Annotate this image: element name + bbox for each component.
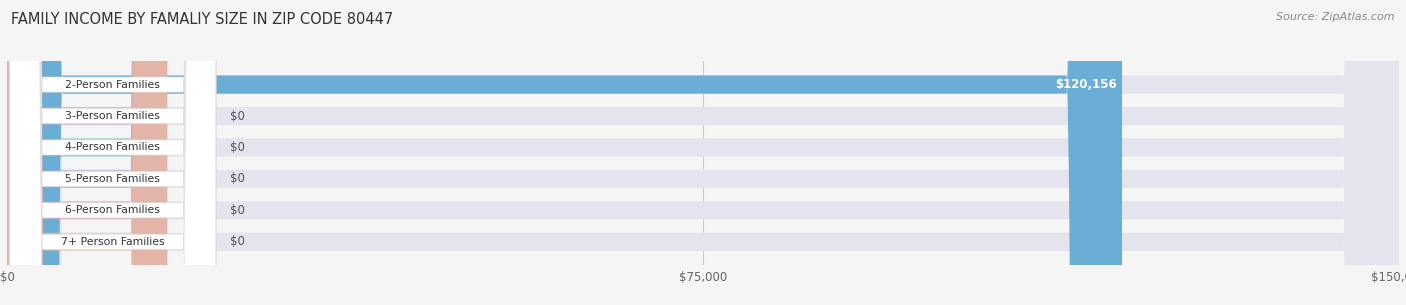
FancyBboxPatch shape	[7, 0, 1399, 305]
FancyBboxPatch shape	[10, 0, 217, 305]
Text: FAMILY INCOME BY FAMALIY SIZE IN ZIP CODE 80447: FAMILY INCOME BY FAMALIY SIZE IN ZIP COD…	[11, 12, 394, 27]
FancyBboxPatch shape	[7, 0, 1399, 305]
Text: $0: $0	[229, 109, 245, 123]
FancyBboxPatch shape	[7, 0, 167, 305]
Text: Source: ZipAtlas.com: Source: ZipAtlas.com	[1277, 12, 1395, 22]
Text: $0: $0	[229, 204, 245, 217]
FancyBboxPatch shape	[7, 0, 167, 305]
Text: 6-Person Families: 6-Person Families	[66, 205, 160, 215]
FancyBboxPatch shape	[7, 0, 1399, 305]
FancyBboxPatch shape	[7, 0, 167, 305]
FancyBboxPatch shape	[10, 0, 217, 305]
FancyBboxPatch shape	[10, 0, 217, 305]
Text: 3-Person Families: 3-Person Families	[66, 111, 160, 121]
FancyBboxPatch shape	[10, 0, 217, 305]
FancyBboxPatch shape	[7, 0, 167, 305]
FancyBboxPatch shape	[10, 0, 217, 305]
FancyBboxPatch shape	[10, 0, 217, 305]
Text: $0: $0	[229, 172, 245, 185]
FancyBboxPatch shape	[7, 0, 167, 305]
Text: 5-Person Families: 5-Person Families	[66, 174, 160, 184]
FancyBboxPatch shape	[7, 0, 1399, 305]
Text: $120,156: $120,156	[1054, 78, 1116, 91]
Text: 2-Person Families: 2-Person Families	[66, 80, 160, 90]
Text: 7+ Person Families: 7+ Person Families	[60, 237, 165, 247]
Text: $0: $0	[229, 141, 245, 154]
FancyBboxPatch shape	[7, 0, 1399, 305]
FancyBboxPatch shape	[7, 0, 1122, 305]
Text: 4-Person Families: 4-Person Families	[66, 142, 160, 152]
Text: $0: $0	[229, 235, 245, 248]
FancyBboxPatch shape	[7, 0, 1399, 305]
